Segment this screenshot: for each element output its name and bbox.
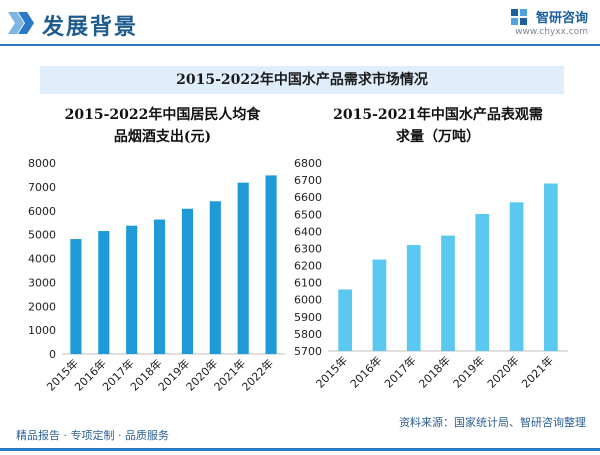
right-chart-bar [544, 183, 558, 351]
right-bar-chart: 5700 5800 5900 6000 6100 6200 6300 6400 6500 6600… [294, 157, 568, 391]
left-chart-y-tick-label: 5000 [28, 229, 56, 242]
right-chart-y-tick-label: 5800 [294, 328, 322, 341]
right-chart-y-tick-label: 6700 [294, 174, 322, 187]
right-chart-bar [338, 289, 352, 351]
right-chart-x-tick-label: 2020年 [484, 353, 521, 390]
right-chart-bar [441, 235, 455, 351]
left-chart-bar [98, 231, 110, 354]
right-chart-y-tick-label: 6500 [294, 208, 322, 221]
left-chart-y-tick-label: 8000 [28, 157, 56, 170]
left-chart-bar [126, 225, 138, 354]
page-title: 发展背景 [42, 14, 139, 40]
right-chart-y-tick-label: 5700 [294, 345, 322, 358]
left-chart-y-tick-label: 1000 [28, 324, 56, 337]
right-chart-y-tick-label: 6000 [294, 294, 322, 307]
left-chart-title-line-2: 品烟酒支出(元) [113, 129, 212, 145]
right-chart-x-tick-label: 2017年 [381, 353, 418, 390]
header-chevron-icon [8, 12, 34, 34]
right-chart-bar [372, 259, 387, 351]
left-chart-y-tick-label: 2000 [28, 300, 56, 313]
right-chart-bar [475, 213, 490, 351]
right-chart-title-line-1: 2015-2021年中国水产品表观需 [333, 107, 543, 123]
right-chart-y-tick-label: 6400 [294, 225, 322, 238]
left-bar-chart: 0100020003000400050006000700080002015年20… [28, 157, 285, 394]
brand-logo: 智研咨询 www.chyxx.com [510, 6, 588, 37]
right-chart-x-tick-label: 2019年 [450, 353, 487, 390]
brand-logo-icon [510, 8, 527, 25]
section-banner: 2015-2022年中国水产品需求市场情况 [40, 66, 564, 94]
left-chart-bar [209, 201, 221, 354]
right-chart-title-line-2: 求量（万吨） [396, 129, 480, 145]
left-chart-y-tick-label: 6000 [28, 205, 56, 218]
right-chart-y-tick-label: 6800 [294, 157, 322, 170]
right-chart-bar [406, 245, 421, 351]
right-chart-y-tick-label: 6100 [294, 277, 322, 290]
left-chart-bar [153, 219, 166, 354]
brand-url: www.chyxx.com [515, 27, 588, 37]
left-chart-title: 2015-2022年中国居民人均食 品烟酒支出(元) [40, 104, 285, 148]
right-chart-bar [509, 202, 524, 351]
left-chart-bar [181, 208, 194, 354]
footer-source: 资料来源：国家统计局、智研咨询整理 [399, 416, 586, 429]
right-chart-title: 2015-2021年中国水产品表观需 求量（万吨） [308, 104, 568, 148]
page-header: 发展背景 智研咨询 www.chyxx.com [0, 0, 600, 48]
right-chart-y-tick-label: 6200 [294, 260, 322, 273]
right-chart-x-tick-label: 2015年 [313, 353, 350, 390]
footer-divider [0, 448, 600, 451]
footer-tagline: 精品报告 · 专项定制 · 品质服务 [16, 429, 169, 442]
right-chart-x-tick-label: 2021年 [519, 353, 556, 390]
left-chart-y-tick-label: 4000 [28, 253, 56, 266]
header-divider [0, 44, 600, 46]
left-chart-title-line-1: 2015-2022年中国居民人均食 [64, 107, 261, 123]
right-chart-x-tick-label: 2018年 [416, 353, 453, 390]
left-chart-y-tick-label: 3000 [28, 276, 56, 289]
right-chart-y-tick-label: 5900 [294, 311, 322, 324]
right-chart-y-tick-label: 6300 [294, 242, 322, 255]
right-chart-x-tick-label: 2016年 [347, 353, 384, 390]
left-chart-y-tick-label: 0 [49, 348, 56, 361]
brand-name: 智研咨询 [535, 11, 588, 26]
left-chart-bar [265, 175, 277, 354]
left-chart-bar [70, 239, 82, 354]
left-chart-y-tick-label: 7000 [28, 181, 56, 194]
right-chart-y-tick-label: 6600 [294, 191, 322, 204]
left-chart-bar [237, 182, 249, 354]
